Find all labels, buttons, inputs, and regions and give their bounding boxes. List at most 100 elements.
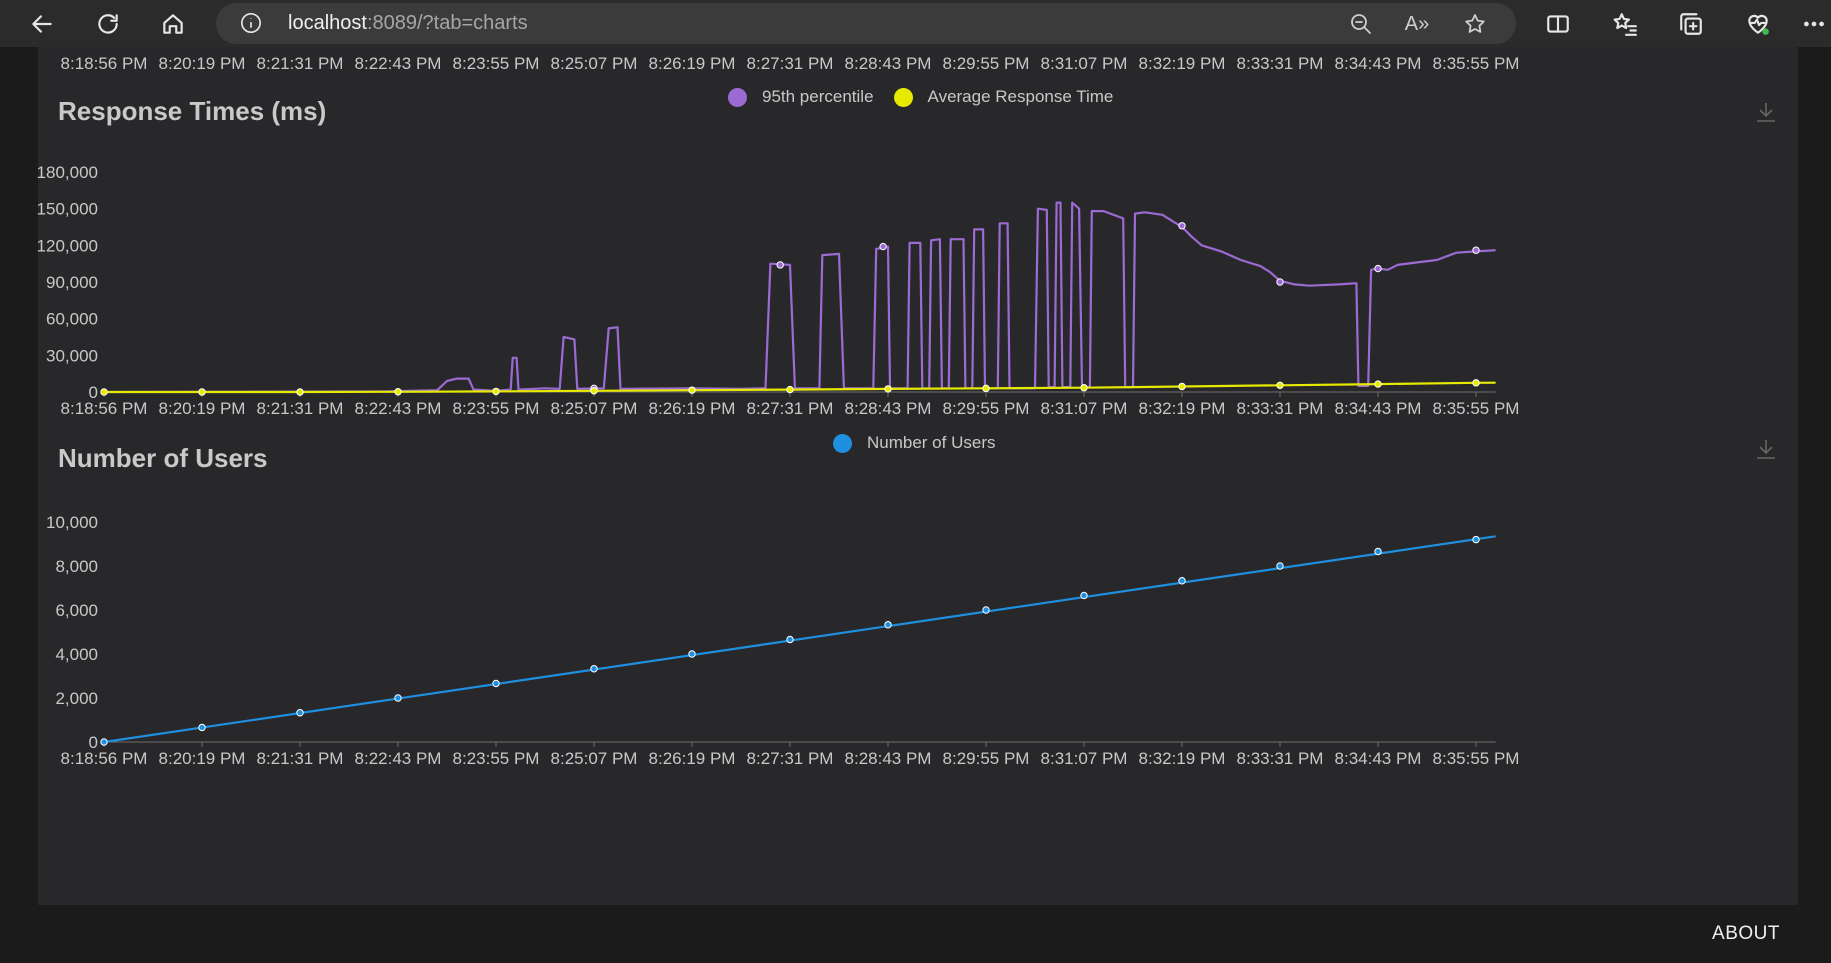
star-icon[interactable] xyxy=(1460,9,1490,39)
series-line xyxy=(103,201,1496,394)
x-tick-label: 8:27:31 PM xyxy=(747,399,834,418)
x-tick-label: 8:29:55 PM xyxy=(943,399,1030,418)
legend-swatch xyxy=(728,87,747,107)
y-tick-label: 2,000 xyxy=(55,689,98,708)
x-tick-label: 8:33:31 PM xyxy=(1237,399,1324,418)
y-tick-label: 90,000 xyxy=(46,273,98,292)
y-tick-label: 10,000 xyxy=(46,513,98,532)
data-point xyxy=(688,386,696,394)
data-point xyxy=(1080,591,1088,600)
more-menu-button[interactable] xyxy=(1800,6,1828,42)
read-aloud-icon[interactable]: A» xyxy=(1404,12,1430,35)
refresh-button[interactable] xyxy=(90,6,126,42)
legend-label: 95th percentile xyxy=(762,87,874,106)
x-tick-label: 8:29:55 PM xyxy=(943,54,1030,73)
data-point xyxy=(884,385,892,393)
x-tick-label: 8:23:55 PM xyxy=(453,749,540,768)
x-tick-label: 8:21:31 PM xyxy=(257,749,344,768)
data-point xyxy=(982,606,990,614)
data-point xyxy=(776,261,784,269)
x-tick-label: 8:28:43 PM xyxy=(845,399,932,418)
x-tick-label: 8:26:19 PM xyxy=(649,399,736,418)
data-point xyxy=(1080,384,1088,392)
data-point xyxy=(1276,562,1284,570)
x-tick-label: 8:32:19 PM xyxy=(1139,54,1226,73)
x-tick-label: 8:34:43 PM xyxy=(1335,54,1422,73)
x-tick-label: 8:23:55 PM xyxy=(453,54,540,73)
split-screen-button[interactable] xyxy=(1540,6,1576,42)
data-point xyxy=(1374,547,1382,556)
data-point xyxy=(492,679,500,688)
x-tick-label: 8:32:19 PM xyxy=(1139,749,1226,768)
legend-item-average[interactable]: Average Response Time xyxy=(893,87,1114,107)
browser-essentials-button[interactable] xyxy=(1740,6,1776,42)
response-times-chart: 0 30,000 60,000 90,000 120,000 150,000 180,000… xyxy=(37,163,1520,418)
legend-swatch xyxy=(893,87,913,107)
legend-item-users[interactable]: Number of Users xyxy=(833,433,995,453)
data-point xyxy=(100,388,108,396)
y-tick-label: 30,000 xyxy=(46,346,98,365)
x-tick-label: 8:27:31 PM xyxy=(747,749,834,768)
data-point xyxy=(786,385,794,394)
data-point xyxy=(492,387,500,396)
x-tick-label: 8:18:56 PM xyxy=(61,399,148,418)
y-tick-label: 0 xyxy=(89,733,98,752)
x-tick-label: 8:29:55 PM xyxy=(943,749,1030,768)
x-tick-label: 8:18:56 PM xyxy=(61,749,148,768)
previous-chart-time-axis: 8:18:56 PM 8:20:19 PM 8:21:31 PM 8:22:43 PM… xyxy=(61,54,1520,73)
arrow-left-icon xyxy=(32,15,52,33)
x-tick-label: 8:31:07 PM xyxy=(1041,399,1128,418)
x-tick-label: 8:27:31 PM xyxy=(747,54,834,73)
legend-label: Average Response Time xyxy=(927,87,1114,106)
back-button[interactable] xyxy=(24,6,60,42)
x-tick-label: 8:21:31 PM xyxy=(257,54,344,73)
x-tick-label: 8:25:07 PM xyxy=(551,749,638,768)
y-tick-label: 4,000 xyxy=(55,645,98,664)
data-point xyxy=(1178,382,1186,391)
site-info-icon[interactable] xyxy=(240,12,262,34)
home-icon xyxy=(163,14,183,34)
url-path: :8089/?tab=charts xyxy=(366,12,528,34)
data-point xyxy=(1276,381,1284,389)
data-point xyxy=(296,388,304,396)
page-content: 8:18:56 PM 8:20:19 PM 8:21:31 PM 8:22:43 PM… xyxy=(6,47,1825,963)
data-point xyxy=(1178,577,1186,585)
x-tick-label: 8:20:19 PM xyxy=(159,749,246,768)
url-text[interactable]: localhost:8089/?tab=charts xyxy=(288,12,528,35)
y-tick-label: 180,000 xyxy=(37,163,98,182)
collections-icon xyxy=(1680,13,1702,35)
x-tick-label: 8:20:19 PM xyxy=(159,54,246,73)
data-point xyxy=(590,387,598,395)
about-link[interactable]: ABOUT xyxy=(1712,923,1780,944)
x-tick-label: 8:32:19 PM xyxy=(1139,399,1226,418)
y-tick-label: 6,000 xyxy=(55,601,98,620)
chart-title: Response Times (ms) xyxy=(58,96,327,126)
home-button[interactable] xyxy=(155,6,191,42)
data-point xyxy=(296,709,304,717)
legend-label: Number of Users xyxy=(867,433,996,452)
collections-button[interactable] xyxy=(1673,6,1709,42)
download-icon[interactable] xyxy=(1754,437,1778,461)
data-point xyxy=(884,621,892,629)
x-tick-label: 8:22:43 PM xyxy=(355,54,442,73)
x-tick-label: 8:28:43 PM xyxy=(845,749,932,768)
x-tick-label: 8:20:19 PM xyxy=(159,399,246,418)
x-tick-label: 8:35:55 PM xyxy=(1433,399,1520,418)
x-tick-label: 8:22:43 PM xyxy=(355,749,442,768)
number-of-users-chart: 0 2,000 4,000 6,000 8,000 10,000 8:18:56 PM 8:2… xyxy=(46,513,1519,768)
data-point xyxy=(100,738,108,746)
data-point xyxy=(1374,264,1382,273)
data-point xyxy=(879,242,887,251)
x-tick-label: 8:23:55 PM xyxy=(453,399,540,418)
more-dots-icon xyxy=(1804,21,1824,27)
data-point xyxy=(198,388,206,396)
legend-item-95th[interactable]: 95th percentile xyxy=(728,87,874,107)
series-line xyxy=(103,535,1496,744)
data-point xyxy=(688,650,696,658)
favorites-button[interactable] xyxy=(1607,6,1643,42)
x-tick-label: 8:34:43 PM xyxy=(1335,749,1422,768)
download-icon[interactable] xyxy=(1754,100,1778,124)
data-point xyxy=(394,694,402,702)
address-bar[interactable]: localhost:8089/?tab=charts A» xyxy=(216,3,1516,44)
zoom-icon[interactable] xyxy=(1346,9,1376,39)
